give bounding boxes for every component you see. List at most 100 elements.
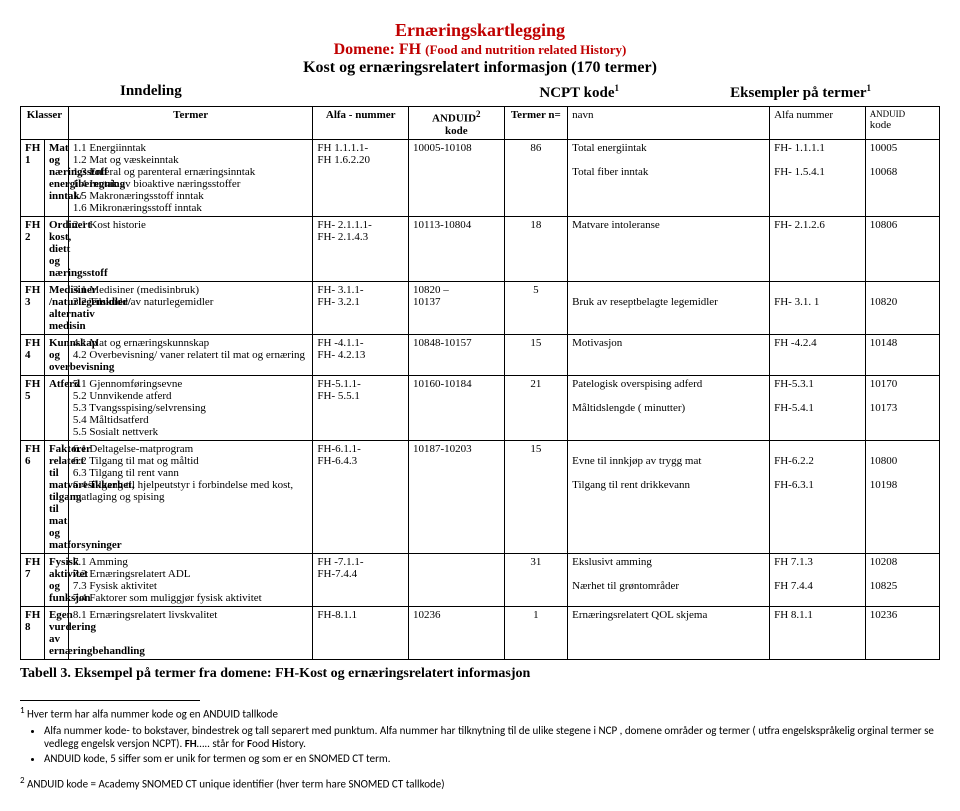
cell: 10005-10108 xyxy=(408,139,504,216)
table-row: FH 1Mat og næringsstoff energiberegning … xyxy=(21,139,940,216)
cell: 3.1 Medisiner (medisinbruk) 3.2 Tilskudd… xyxy=(68,281,313,334)
cell: FH-8.1.1 xyxy=(313,606,409,659)
cell: Atferd xyxy=(44,375,68,440)
cell: Fysisk aktivitet og funksjon xyxy=(44,553,68,606)
cell xyxy=(408,553,504,606)
cell: FH- 3.1. 1 xyxy=(770,281,866,334)
domain-sub: (Food and nutrition related History) xyxy=(425,42,626,57)
cell: 7.1 Amming 7.2 Ernæringsrelatert ADL 7.3… xyxy=(68,553,313,606)
th-ekode: ANDUIDkode xyxy=(865,107,939,140)
cell: FH- 2.1.2.6 xyxy=(770,216,866,281)
cell: FH 8.1.1 xyxy=(770,606,866,659)
cell: FH 3 xyxy=(21,281,45,334)
doc-header: Ernæringskartlegging Domene: FH (Food an… xyxy=(20,20,940,77)
section-inndeling: Inndeling xyxy=(20,83,497,102)
cell: Kunnskap og overbevisning xyxy=(44,334,68,375)
cell: Motivasjon xyxy=(568,334,770,375)
cell: 86 xyxy=(504,139,568,216)
th-n: Termer n= xyxy=(504,107,568,140)
cell: FH- 2.1.1.1- FH- 2.1.4.3 xyxy=(313,216,409,281)
cell: FH 7.1.3 FH 7.4.4 xyxy=(770,553,866,606)
cell: 5.1 Gjennomføringsevne 5.2 Unnvikende at… xyxy=(68,375,313,440)
cell: 10236 xyxy=(865,606,939,659)
cell: 10208 10825 xyxy=(865,553,939,606)
cell: 10187-10203 xyxy=(408,440,504,553)
cell: 5 xyxy=(504,281,568,334)
cell: FH-5.1.1- FH- 5.5.1 xyxy=(313,375,409,440)
cell: FH- 3.1.1- FH- 3.2.1 xyxy=(313,281,409,334)
cell: 10148 xyxy=(865,334,939,375)
th-alfa: Alfa - nummer xyxy=(313,107,409,140)
cell: FH 6 xyxy=(21,440,45,553)
cell: Patelogisk overspising adferd Måltidslen… xyxy=(568,375,770,440)
cell: 10005 10068 xyxy=(865,139,939,216)
footnote-separator xyxy=(20,700,200,701)
cell: Bruk av reseptbelagte legemidler xyxy=(568,281,770,334)
table-row: FH 7Fysisk aktivitet og funksjon7.1 Ammi… xyxy=(21,553,940,606)
cell: 10160-10184 xyxy=(408,375,504,440)
th-anduid: ANDUID2kode xyxy=(408,107,504,140)
cell: 15 xyxy=(504,334,568,375)
cell: FH-6.1.1- FH-6.4.3 xyxy=(313,440,409,553)
table-row: FH 2Ordinert kost, diett og næringsstoff… xyxy=(21,216,940,281)
cell: 10170 10173 xyxy=(865,375,939,440)
table-row: FH 6Faktorer relatert til matvaresikkerh… xyxy=(21,440,940,553)
cell: 15 xyxy=(504,440,568,553)
cell: Ekslusivt amming Nærhet til grøntområder xyxy=(568,553,770,606)
title-line-3: Kost og ernæringsrelatert informasjon (1… xyxy=(20,59,940,77)
title-line-2: Domene: FH (Food and nutrition related H… xyxy=(20,41,940,59)
cell: FH-6.2.2 FH-6.3.1 xyxy=(770,440,866,553)
footnote-1-bullet-1: Alfa nummer kode- to bokstaver, bindestr… xyxy=(44,724,940,750)
cell: 1.1 Energiinntak 1.2 Mat og væskeinntak … xyxy=(68,139,313,216)
cell: 10236 xyxy=(408,606,504,659)
section-eksempler: Eksempler på termer1 xyxy=(661,83,940,102)
cell: Matvare intoleranse xyxy=(568,216,770,281)
cell: FH-5.3.1 FH-5.4.1 xyxy=(770,375,866,440)
cell: 10820 – 10137 xyxy=(408,281,504,334)
cell: 18 xyxy=(504,216,568,281)
cell: Ernæringsrelatert QOL skjema xyxy=(568,606,770,659)
cell: FH- 1.1.1.1 FH- 1.5.4.1 xyxy=(770,139,866,216)
cell: 31 xyxy=(504,553,568,606)
footnote-1-bullet-2: ANDUID kode, 5 siffer som er unik for te… xyxy=(44,752,940,765)
th-klasser: Klasser xyxy=(21,107,69,140)
domain-label: Domene: FH xyxy=(334,41,426,58)
footnote-1: 1 Hver term har alfa nummer kode og en A… xyxy=(20,705,940,766)
cell: Egen vurdering av ernæringbehandling xyxy=(44,606,68,659)
cell: 6.1 Deltagelse-matprogram 6.2 Tilgang ti… xyxy=(68,440,313,553)
th-ealfa: Alfa nummer xyxy=(770,107,866,140)
footnotes: 1 Hver term har alfa nummer kode og en A… xyxy=(20,705,940,791)
cell: FH 1 xyxy=(21,139,45,216)
cell: Medisiner /naturlegemidler/ alternativ m… xyxy=(44,281,68,334)
th-navn: navn xyxy=(568,107,770,140)
title-line-1: Ernæringskartlegging xyxy=(20,20,940,41)
cell: 10806 xyxy=(865,216,939,281)
section-ncpt: NCPT kode1 xyxy=(497,83,661,102)
table-caption: Tabell 3. Eksempel på termer fra domene:… xyxy=(20,666,940,682)
cell: FH -7.1.1- FH-7.4.4 xyxy=(313,553,409,606)
table-row: FH 4Kunnskap og overbevisning4.1 Mat og … xyxy=(21,334,940,375)
cell: 10848-10157 xyxy=(408,334,504,375)
footnote-2: 2 ANDUID kode = Academy SNOMED CT unique… xyxy=(20,775,940,791)
cell: FH 2 xyxy=(21,216,45,281)
footnote-1-lead: Hver term har alfa nummer kode og en AND… xyxy=(25,707,278,720)
cell: Evne til innkjøp av trygg mat Tilgang ti… xyxy=(568,440,770,553)
cell: FH 8 xyxy=(21,606,45,659)
cell: Ordinert kost, diett og næringsstoff xyxy=(44,216,68,281)
table-head: Klasser Termer Alfa - nummer ANDUID2kode… xyxy=(21,107,940,140)
main-table: Klasser Termer Alfa - nummer ANDUID2kode… xyxy=(20,106,940,660)
cell: 1 xyxy=(504,606,568,659)
cell: 10820 xyxy=(865,281,939,334)
cell: Total energiintak Total fiber inntak xyxy=(568,139,770,216)
table-row: FH 3Medisiner /naturlegemidler/ alternat… xyxy=(21,281,940,334)
cell: FH -4.2.4 xyxy=(770,334,866,375)
cell: 10800 10198 xyxy=(865,440,939,553)
cell: FH 1.1.1.1- FH 1.6.2.20 xyxy=(313,139,409,216)
cell: Mat og næringsstoff energiberegning innt… xyxy=(44,139,68,216)
cell: FH 5 xyxy=(21,375,45,440)
table-body: FH 1Mat og næringsstoff energiberegning … xyxy=(21,139,940,659)
cell: Faktorer relatert til matvaresikkerhet, … xyxy=(44,440,68,553)
cell: 21 xyxy=(504,375,568,440)
cell: 10113-10804 xyxy=(408,216,504,281)
cell: FH 4 xyxy=(21,334,45,375)
